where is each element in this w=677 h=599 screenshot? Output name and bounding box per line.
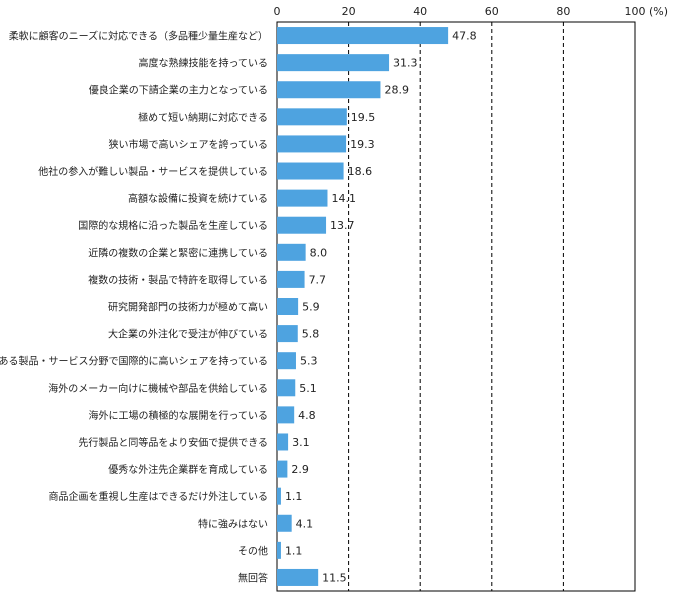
plot-frame	[276, 21, 636, 592]
value-label: 18.6	[348, 165, 373, 178]
bar	[277, 108, 347, 126]
category-label: 大企業の外注化で受注が伸びている	[108, 328, 268, 341]
bar	[277, 189, 328, 207]
x-tick-label: 40	[413, 5, 427, 18]
category-label: 他社の参入が難しい製品・サービスを提供している	[38, 165, 268, 178]
x-tick-label: 60	[485, 5, 499, 18]
value-label: 47.8	[452, 30, 477, 43]
bar	[277, 162, 344, 180]
x-tick-label: 0	[274, 5, 281, 18]
value-label: 19.5	[351, 111, 376, 124]
value-label: 14.1	[331, 192, 356, 205]
value-label: 7.7	[309, 273, 327, 286]
bar	[277, 433, 289, 451]
bar-layer	[277, 27, 449, 586]
value-label: 5.9	[302, 301, 320, 314]
bar	[277, 568, 319, 586]
value-label: 19.3	[350, 138, 375, 151]
category-label: 柔軟に顧客のニーズに対応できる（多品種少量生産など）	[9, 30, 268, 43]
category-label: 高額な設備に投資を続けている	[128, 192, 268, 205]
grid-layer	[348, 22, 564, 591]
value-label: 5.8	[302, 328, 320, 341]
value-label: 4.1	[296, 517, 314, 530]
value-label: 5.3	[300, 355, 318, 368]
category-label: 商品企画を重視し生産はできるだけ外注している	[49, 490, 269, 503]
bar	[277, 298, 299, 315]
x-tick-label: 20	[342, 5, 356, 18]
x-tick-label: 80	[556, 5, 570, 18]
category-label: ある製品・サービス分野で国際的に高いシェアを持っている	[0, 355, 268, 368]
bar	[277, 541, 281, 559]
axis-layer: 0 20 40 60 80 100 (%)	[274, 5, 668, 592]
bar	[277, 135, 347, 153]
category-label: 無回答	[238, 571, 268, 584]
bar	[277, 27, 449, 45]
bar	[277, 81, 381, 99]
unit-label: (%)	[649, 5, 668, 18]
category-label: 海外のメーカー向けに機械や部品を供給している	[48, 382, 268, 395]
category-label: 優秀な外注先企業群を育成している	[108, 463, 268, 476]
category-label: 研究開発部門の技術力が極めて高い	[108, 301, 268, 314]
value-label: 3.1	[292, 436, 310, 449]
category-label: 狭い市場で高いシェアを誇っている	[109, 138, 269, 151]
category-label: 極めて短い納期に対応できる	[138, 111, 268, 124]
bar	[277, 514, 292, 532]
bar	[277, 325, 298, 343]
category-label: 優良企業の下請企業の主力となっている	[89, 84, 268, 97]
bar	[277, 487, 281, 505]
value-label: 13.7	[330, 219, 355, 232]
value-label: 4.8	[298, 409, 316, 422]
value-label: 8.0	[310, 246, 328, 259]
category-label: 海外に工場の積極的な展開を行っている	[89, 409, 269, 422]
value-label: 5.1	[299, 382, 317, 395]
value-label: 31.3	[393, 57, 418, 70]
bar	[277, 352, 296, 370]
bar	[277, 460, 288, 478]
category-label: 高度な熟練技能を持っている	[139, 57, 269, 70]
category-label: その他	[238, 544, 268, 557]
category-label: 複数の技術・製品で特許を取得している	[88, 273, 268, 286]
category-label: 国際的な規格に沿った製品を生産している	[78, 219, 268, 232]
bar	[277, 406, 295, 424]
bar	[277, 270, 305, 288]
value-label: 1.1	[285, 544, 303, 557]
bar	[277, 216, 327, 234]
value-label: 2.9	[291, 463, 309, 476]
label-layer: 柔軟に顧客のニーズに対応できる（多品種少量生産など） 47.8 高度な熟練技能を持っ…	[0, 30, 477, 585]
x-tick-label: 100	[625, 5, 646, 18]
bar	[277, 243, 306, 261]
value-label: 1.1	[285, 490, 303, 503]
value-label: 11.5	[322, 571, 347, 584]
category-label: 近隣の複数の企業と緊密に連携している	[88, 246, 268, 259]
category-label: 先行製品と同等品をより安価で提供できる	[78, 436, 268, 449]
category-label: 特に強みはない	[198, 517, 268, 530]
bar	[277, 54, 390, 72]
value-label: 28.9	[384, 84, 409, 97]
bar	[277, 379, 296, 397]
